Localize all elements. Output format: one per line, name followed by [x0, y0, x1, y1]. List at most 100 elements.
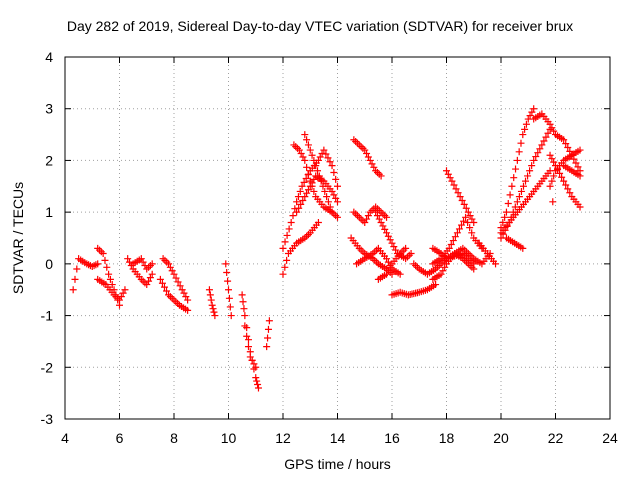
data-point	[319, 182, 327, 190]
data-point	[542, 133, 550, 141]
data-point	[517, 187, 525, 195]
data-point	[450, 181, 458, 189]
data-point	[211, 312, 219, 320]
series-segment-ag	[497, 167, 554, 237]
data-point	[330, 168, 338, 176]
data-point	[287, 218, 295, 226]
data-point	[400, 246, 408, 254]
data-point	[508, 182, 516, 190]
series-segment-m	[279, 218, 322, 278]
data-point	[468, 215, 476, 223]
data-point	[106, 275, 114, 283]
y-tick-label: 0	[45, 256, 53, 272]
data-point	[355, 213, 363, 221]
data-point	[330, 191, 338, 199]
data-point	[451, 233, 459, 241]
data-point	[292, 143, 300, 151]
data-point	[383, 229, 391, 237]
data-point	[225, 286, 232, 294]
series-segment-o	[290, 141, 341, 221]
data-point	[184, 306, 192, 314]
data-point	[443, 167, 450, 175]
data-point	[448, 177, 456, 185]
data-point	[386, 236, 394, 244]
data-point	[101, 256, 109, 264]
data-point	[160, 283, 168, 291]
data-point	[519, 244, 527, 252]
x-tick-label: 12	[275, 430, 291, 446]
y-tick-label: 2	[45, 152, 53, 168]
series-segment-t	[347, 234, 396, 278]
data-point	[379, 222, 387, 230]
chart-title: Day 282 of 2019, Sidereal Day-to-day VTE…	[66, 18, 574, 34]
data-point	[466, 224, 474, 232]
data-point	[352, 210, 360, 218]
data-point	[158, 279, 166, 287]
data-point	[145, 277, 153, 285]
data-point	[254, 384, 262, 392]
data-point	[457, 221, 465, 229]
data-point	[513, 156, 521, 164]
data-point	[466, 256, 474, 264]
series-segment-g	[159, 255, 192, 304]
data-point	[412, 262, 420, 270]
series-segment-r	[350, 136, 385, 180]
data-point	[519, 182, 527, 190]
data-point	[449, 237, 457, 245]
data-point	[510, 174, 518, 182]
data-point	[536, 145, 544, 153]
data-point	[353, 212, 361, 220]
data-point	[562, 140, 570, 148]
data-point	[576, 146, 584, 154]
data-point	[226, 303, 234, 311]
data-point	[372, 208, 380, 216]
data-point	[388, 239, 396, 247]
data-point	[501, 213, 509, 221]
data-point	[377, 218, 385, 226]
data-point	[243, 332, 251, 340]
series-segment-ah	[502, 234, 527, 252]
series-segment-al	[560, 162, 584, 180]
data-point	[548, 177, 556, 185]
data-point	[468, 229, 476, 237]
data-point	[252, 363, 260, 371]
data-point	[363, 215, 371, 223]
data-point	[90, 262, 98, 270]
data-point	[564, 185, 572, 193]
data-point	[241, 312, 249, 320]
data-point	[384, 258, 392, 266]
data-point	[320, 146, 328, 154]
y-tick-label: 4	[45, 49, 53, 65]
data-point	[323, 193, 331, 201]
data-point	[174, 278, 182, 286]
data-point	[403, 253, 411, 261]
data-point	[298, 182, 306, 190]
data-point	[470, 218, 478, 226]
data-point	[114, 294, 122, 302]
data-point	[210, 308, 218, 316]
data-point	[353, 139, 361, 147]
series-segment-e	[129, 255, 156, 273]
data-point	[97, 248, 105, 256]
data-point	[299, 197, 307, 205]
data-point	[562, 181, 570, 189]
x-tick-label: 14	[330, 430, 346, 446]
data-point	[310, 187, 318, 195]
series-segment-i	[222, 260, 235, 320]
data-point	[148, 270, 156, 278]
data-point	[460, 217, 468, 225]
data-point	[312, 162, 320, 170]
series-segment-s	[350, 203, 391, 226]
data-point	[462, 213, 470, 221]
data-point	[300, 178, 308, 186]
data-point	[552, 162, 559, 170]
data-point	[103, 263, 111, 271]
data-point	[168, 267, 176, 275]
data-point	[294, 193, 302, 201]
data-point	[444, 170, 452, 178]
series-segment-af	[497, 125, 554, 242]
data-point	[293, 198, 301, 206]
data-point	[222, 260, 230, 268]
data-point	[244, 336, 252, 344]
data-point	[549, 198, 557, 206]
